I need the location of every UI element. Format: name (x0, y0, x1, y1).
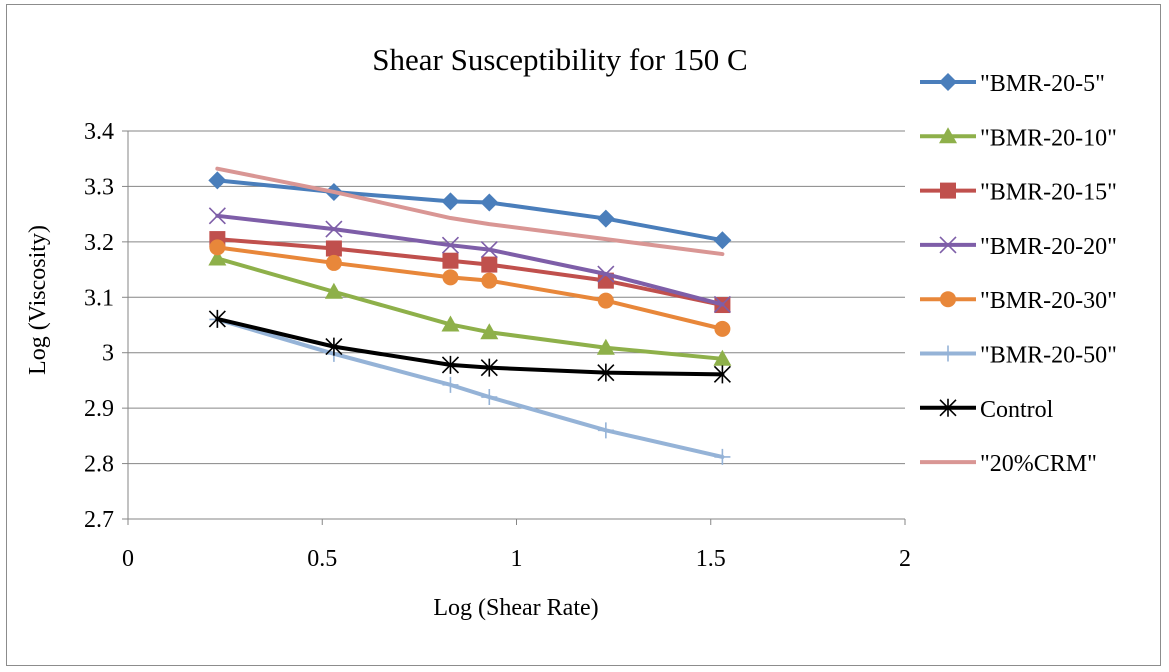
y-tick-label: 3.1 (84, 285, 114, 311)
series (208, 166, 732, 465)
legend-label: "BMR-20-15" (980, 180, 1117, 206)
legend-item: "BMR-20-15" (920, 180, 1117, 206)
legend-label: "BMR-20-10" (980, 125, 1117, 151)
y-tick-label: 3.3 (84, 174, 114, 200)
data-point (481, 272, 498, 289)
data-point (597, 265, 615, 283)
data-point (480, 241, 498, 259)
series-6 (208, 309, 731, 384)
data-point (480, 323, 499, 340)
legend-label: "BMR-20-30" (980, 288, 1117, 314)
legend-label: "BMR-20-20" (980, 234, 1117, 260)
series-line (215, 316, 725, 377)
data-point (442, 376, 459, 393)
legend-label: Control (980, 397, 1054, 423)
series-line (215, 256, 725, 361)
data-point (597, 292, 614, 309)
legend-label: "BMR-20-5" (980, 71, 1105, 97)
data-point (713, 295, 731, 314)
data-point (209, 239, 226, 256)
legend-marker (940, 291, 956, 308)
legend-item: "BMR-20-5" (920, 71, 1105, 97)
data-point (208, 309, 226, 328)
series-1 (208, 249, 732, 366)
data-point (208, 171, 227, 190)
series-4 (209, 239, 731, 337)
data-point (596, 209, 615, 228)
series-7 (215, 166, 725, 257)
y-axis-title: Log (Viscosity) (25, 225, 51, 375)
legend-item: "BMR-20-10" (920, 125, 1117, 151)
data-point (714, 320, 731, 337)
axes (127, 131, 905, 520)
data-point (441, 315, 460, 332)
data-point (325, 254, 342, 271)
legend-label: "20%CRM" (980, 451, 1097, 477)
x-tick-label: 2 (899, 546, 911, 572)
data-point (480, 193, 499, 212)
legend-item: "BMR-20-50" (920, 343, 1117, 369)
x-tick-label: 0 (122, 546, 134, 572)
data-point (713, 231, 732, 250)
chart-frame (6, 4, 1161, 666)
x-tick-label: 1.5 (696, 546, 726, 572)
data-point (324, 282, 343, 299)
data-point (441, 236, 460, 254)
series-line (215, 213, 725, 307)
legend-marker (939, 398, 957, 417)
legend-marker (939, 236, 957, 254)
series-line (215, 317, 725, 459)
x-axis-title: Log (Shear Rate) (433, 595, 598, 621)
data-point (480, 358, 498, 377)
data-point (596, 338, 615, 355)
y-tick-label: 3.4 (84, 119, 114, 145)
legend-item: "BMR-20-30" (920, 288, 1117, 314)
series-line (215, 166, 725, 257)
legend-marker (940, 182, 956, 199)
legend-item: Control (920, 397, 1054, 423)
legend-marker (939, 127, 957, 144)
data-point (597, 422, 614, 439)
data-point (325, 337, 343, 356)
legend-label: "BMR-20-50" (980, 343, 1117, 369)
data-point (713, 349, 732, 366)
chart-title: Shear Susceptibility for 150 C (372, 42, 747, 77)
tick-labels: 2.7 2.8 2.9 3 3.1 3.2 3.3 3.4 0 0.5 1 1.5 2 (84, 119, 911, 572)
x-tick-label: 1 (511, 546, 523, 572)
data-point (208, 207, 226, 225)
data-point (325, 220, 343, 238)
series-line (215, 245, 725, 331)
data-point (442, 269, 459, 286)
y-tick-label: 2.7 (84, 507, 114, 533)
legend-item: "20%CRM" (920, 451, 1097, 477)
series-line (215, 237, 725, 308)
data-point (442, 252, 459, 269)
data-point (713, 365, 731, 384)
data-point (441, 355, 460, 374)
y-tick-label: 3.2 (84, 230, 114, 256)
data-point (481, 389, 498, 406)
data-point (714, 448, 731, 465)
data-point (441, 192, 460, 211)
data-point (597, 363, 615, 382)
legend-item: "BMR-20-20" (920, 234, 1117, 260)
y-tick-label: 2.9 (84, 396, 114, 422)
y-tick-label: 3 (102, 341, 114, 367)
legend-marker (939, 73, 957, 91)
y-tick-label: 2.8 (84, 452, 114, 478)
legend-marker (940, 345, 956, 362)
series-line (215, 178, 725, 243)
series-3 (208, 207, 731, 314)
data-point (325, 240, 342, 257)
x-tick-label: 0.5 (307, 546, 337, 572)
data-point (481, 256, 498, 273)
legend: "BMR-20-5" "BMR-20-10" "BMR-20-15" "BMR-20-… (920, 71, 1117, 477)
data-point (208, 249, 227, 266)
